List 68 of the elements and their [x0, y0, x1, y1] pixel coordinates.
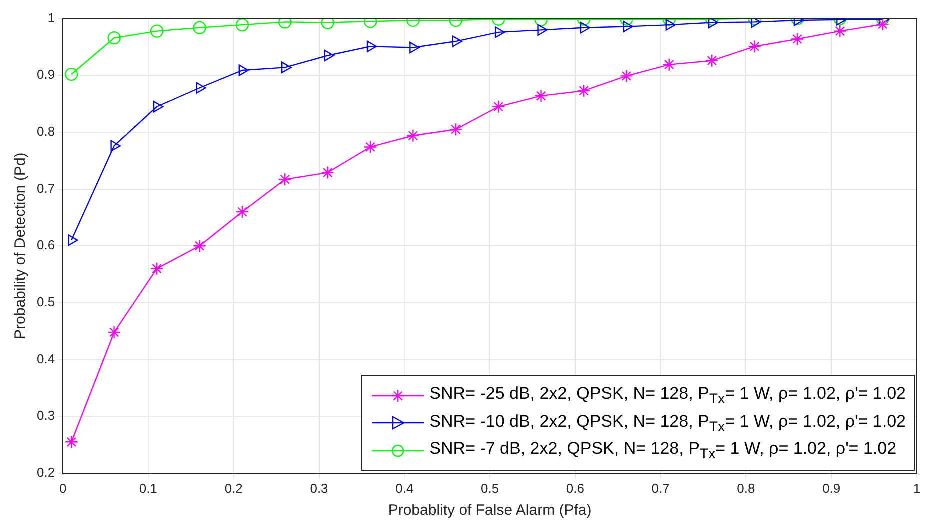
y-tick-label: 0.3: [36, 408, 56, 424]
point: [666, 19, 676, 31]
x-tick-label: 0.2: [224, 480, 243, 496]
x-tick-label: 0.4: [396, 480, 414, 496]
point: [876, 18, 890, 32]
point: [366, 40, 378, 52]
x-tick-label: 0.5: [480, 480, 500, 496]
legend-label: SNR= -25 dB, 2x2, QPSK, N= 128, P$_{Tx}$= 1 W, ρ= 1.02, ρ'= 1.02: [430, 384, 906, 408]
point: [538, 24, 548, 36]
x-tick-label: 0: [59, 480, 67, 496]
point: [238, 64, 249, 76]
x-axis-title: Probablity of False Alarm (Pfa): [388, 502, 592, 520]
x-tick-label: 0.9: [822, 480, 841, 496]
point: [281, 62, 292, 74]
y-tick-label: 0.6: [36, 238, 56, 253]
point: [364, 140, 378, 154]
point: [108, 32, 121, 45]
point: [236, 205, 249, 219]
point: [577, 84, 591, 98]
x-tick-label: 0.6: [566, 480, 584, 496]
x-tick-label: 0.1: [139, 480, 158, 496]
point: [150, 24, 164, 38]
y-tick-label: 0.9: [36, 67, 56, 82]
point: [108, 326, 121, 340]
point: [153, 101, 164, 113]
point: [193, 240, 206, 253]
point: [494, 26, 506, 38]
point: [705, 54, 719, 68]
point: [324, 50, 334, 62]
point: [65, 68, 78, 82]
point: [321, 18, 334, 30]
y-tick-label: 0.2: [36, 464, 56, 480]
point: [623, 20, 634, 33]
point: [620, 70, 634, 83]
point: [110, 140, 121, 152]
point: [65, 436, 78, 449]
point: [406, 129, 420, 142]
x-tick-label: 1: [913, 480, 921, 496]
point: [196, 82, 206, 94]
point: [662, 58, 676, 72]
point: [708, 18, 719, 29]
point: [790, 32, 804, 46]
y-tick-label: 0.4: [36, 351, 56, 366]
point: [534, 89, 548, 103]
x-tick-label: 0.8: [737, 480, 756, 496]
y-tick-label: 0.5: [36, 294, 56, 310]
point: [751, 18, 762, 28]
x-tick-label: 0.7: [652, 480, 670, 496]
legend-label: SNR= -7 dB, 2x2, QPSK, N= 128, P$_{Tx}$= 1 W, ρ= 1.02, ρ'= 1.02: [430, 439, 897, 462]
y-tick-label: 0.7: [36, 180, 56, 196]
y-axis-title: Probability of Detection (Pd): [12, 152, 30, 340]
point: [236, 18, 249, 32]
point: [580, 22, 591, 34]
point: [278, 173, 292, 186]
point: [321, 166, 334, 180]
point: [410, 42, 420, 54]
legend-label: SNR= -10 dB, 2x2, QPSK, N= 128, P$_{Tx}$= 1 W, ρ= 1.02, ρ'= 1.02: [430, 412, 906, 436]
point: [748, 40, 762, 54]
point: [452, 36, 462, 48]
point: [193, 21, 206, 34]
point: [150, 262, 164, 276]
point: [834, 24, 847, 38]
y-tick-label: 1: [48, 10, 56, 26]
point: [492, 100, 506, 114]
x-tick-label: 0.3: [310, 480, 328, 496]
point: [449, 123, 462, 136]
point: [68, 234, 78, 246]
y-tick-label: 0.8: [36, 124, 56, 140]
